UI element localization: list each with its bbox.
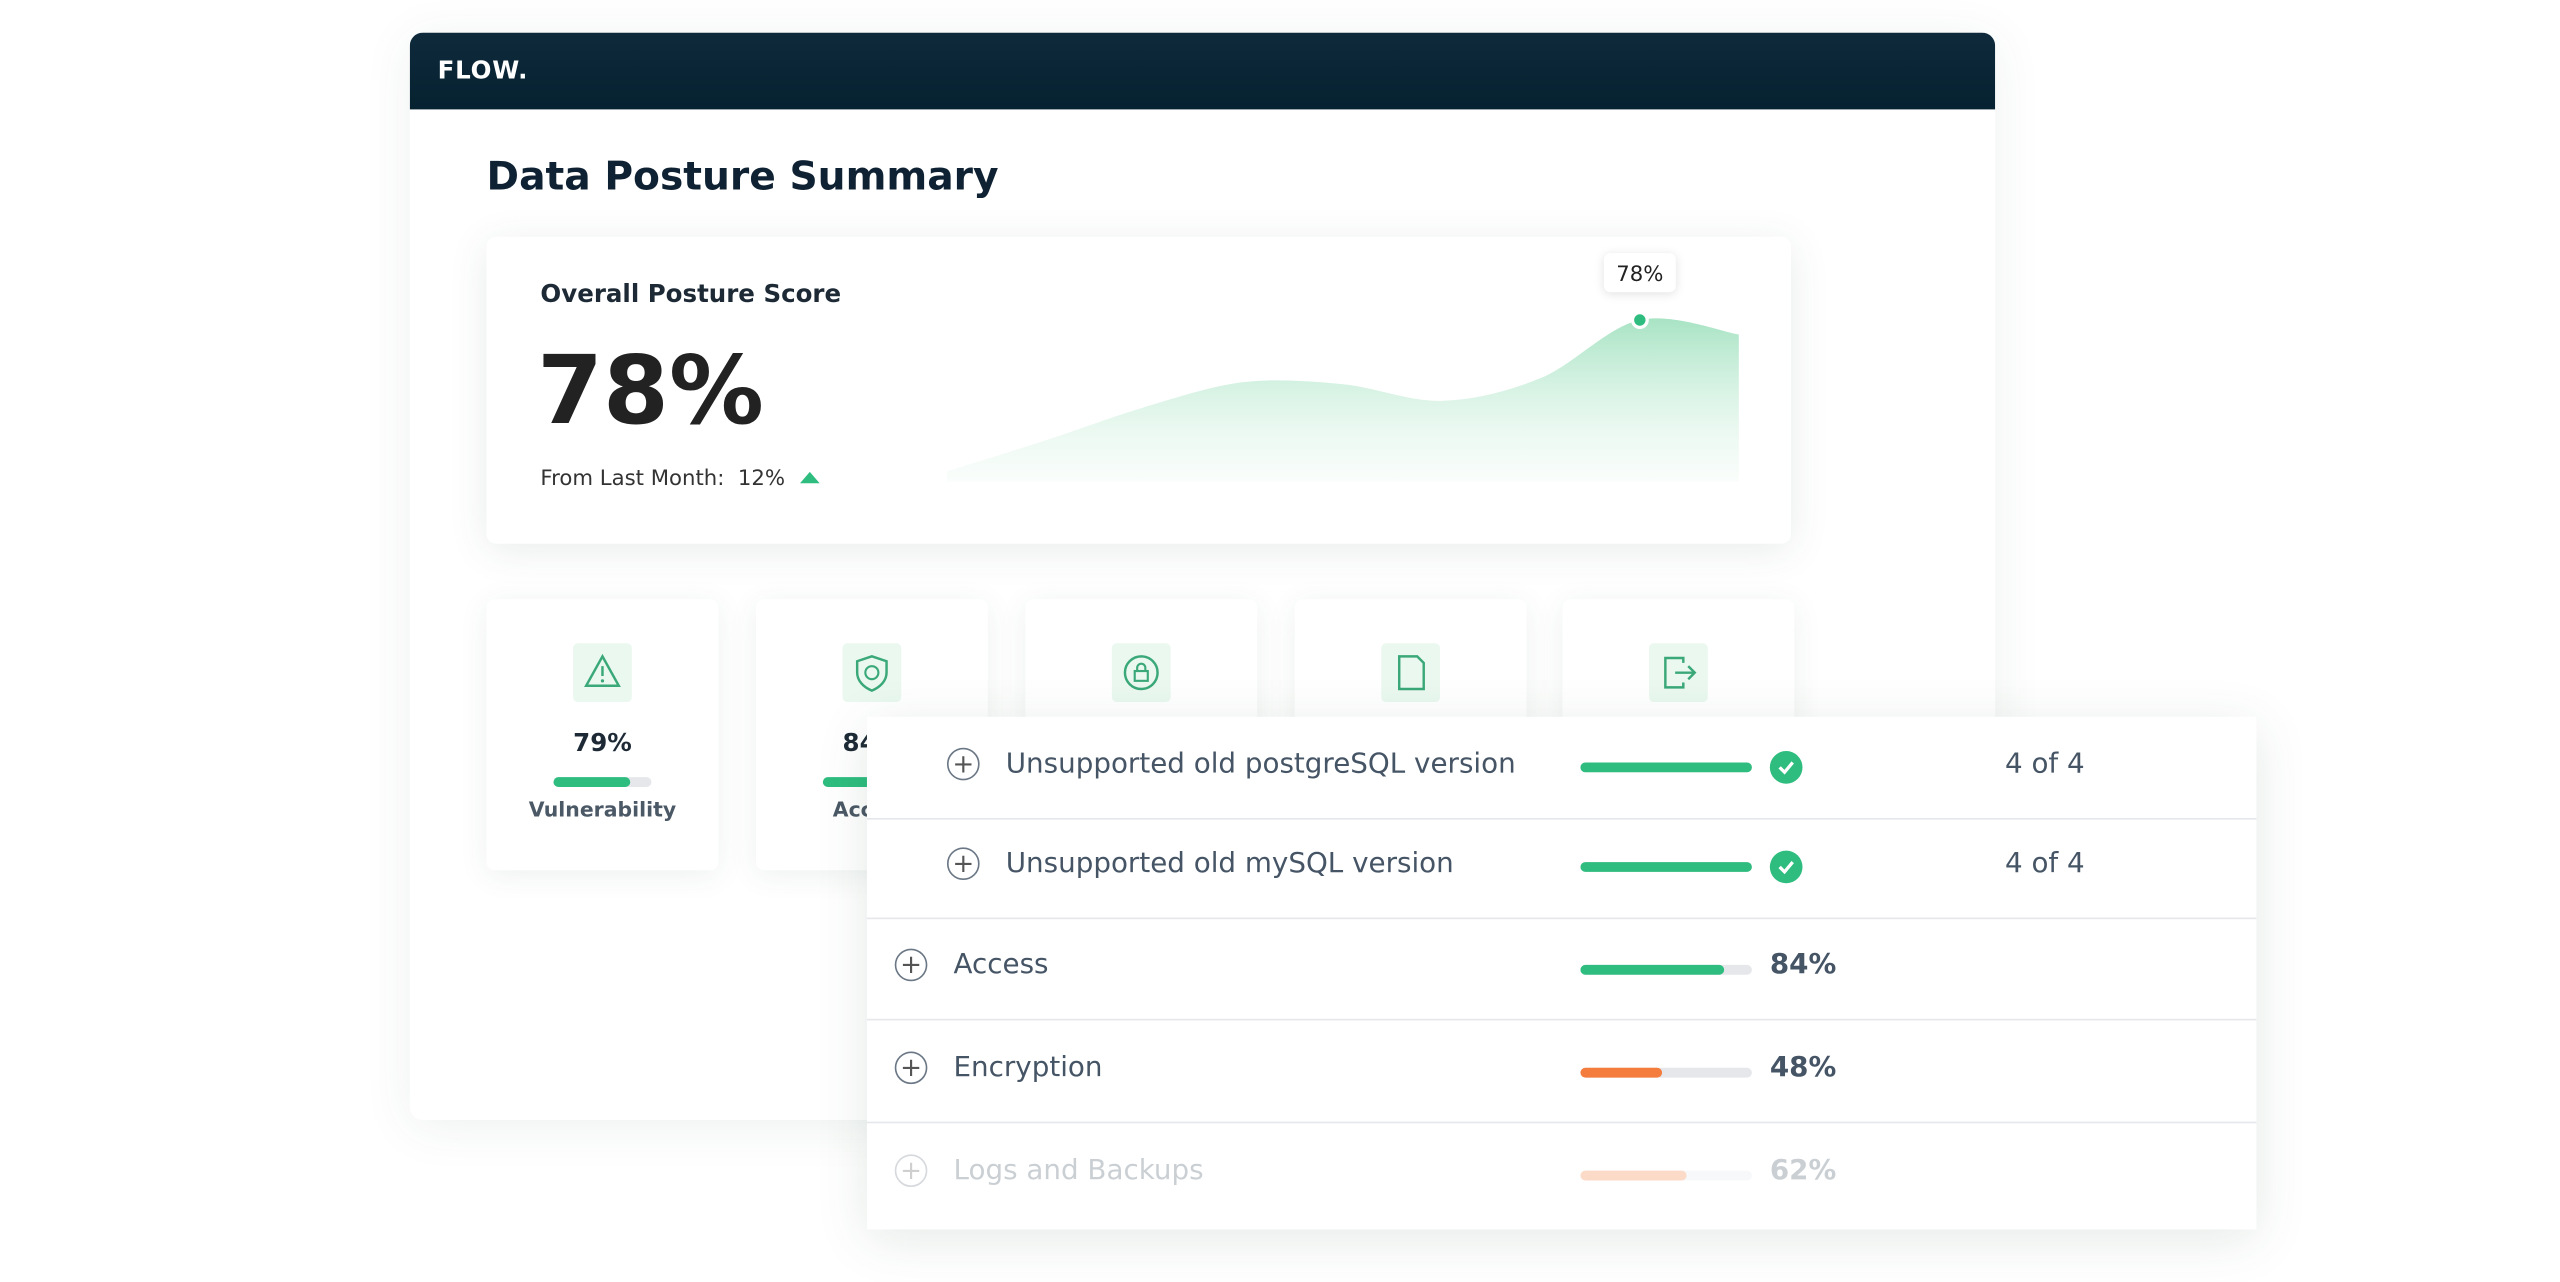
checks-table: + Unsupported old postgreSQL version 4 of … — [866, 716, 2257, 1230]
score-value: 78% — [537, 334, 764, 446]
progress-track — [1580, 862, 1752, 872]
expand-button[interactable]: + — [894, 1051, 928, 1085]
progress-bar — [1580, 964, 1725, 975]
page-title: Data Posture Summary — [486, 153, 999, 200]
score-card: Overall Posture Score 78% From Last Mont… — [486, 236, 1792, 544]
logo[interactable]: FLOW. — [437, 55, 529, 85]
row-label: Unsupported old postgreSQL version — [1005, 747, 1516, 781]
change-value: 12% — [737, 466, 786, 492]
row-label: Logs and Backups — [953, 1154, 1204, 1187]
row: + Access 84% — [866, 918, 2257, 1021]
row-status: 4 of 4 — [2004, 747, 2085, 781]
progress-bar — [1580, 1067, 1663, 1078]
row: + Logs and Backups 62% — [867, 1123, 2256, 1224]
icon-glyph — [1123, 655, 1159, 691]
row-label: Unsupported old mySQL version — [1005, 847, 1454, 881]
check-glyph — [1778, 761, 1794, 775]
progress-track — [1580, 1170, 1752, 1181]
sparkline: 78% — [946, 253, 1739, 482]
row-value: 62% — [1769, 1154, 1837, 1187]
sparkline-area — [946, 318, 1739, 482]
expand-button[interactable]: + — [894, 948, 928, 982]
progress-track — [1580, 964, 1752, 975]
peak-label-bg — [1603, 253, 1676, 293]
row-label: Access — [953, 948, 1049, 982]
progress-bar — [1580, 762, 1752, 773]
row-value: 84% — [1769, 948, 1837, 982]
metric-bar — [822, 777, 906, 787]
metric-icon — [842, 643, 902, 703]
progress-bar — [1580, 1170, 1687, 1181]
change-label: From Last Month: — [540, 466, 725, 492]
expand-button[interactable]: + — [946, 847, 980, 881]
metric-icon — [1649, 643, 1708, 703]
progress-track — [1580, 762, 1752, 773]
icon-glyph — [1664, 656, 1697, 689]
change-line: From Last Month: 12% — [540, 467, 821, 491]
check-icon — [1769, 751, 1803, 784]
row-label: Encryption — [953, 1051, 1103, 1085]
metric-value: 79% — [573, 728, 632, 758]
progress-bar — [1580, 862, 1752, 872]
icon-glyph — [584, 653, 621, 687]
expand-button[interactable]: + — [946, 747, 980, 781]
row-status: 4 of 4 — [2004, 847, 2085, 881]
peak-label: 78% — [1616, 262, 1663, 287]
check-glyph — [1778, 861, 1794, 875]
row-value: 48% — [1769, 1051, 1837, 1085]
icon-glyph — [1397, 655, 1425, 691]
metric-bar — [553, 777, 631, 787]
expand-button[interactable]: + — [894, 1154, 928, 1187]
metric-icon — [1111, 643, 1171, 703]
metric-icon — [1381, 643, 1441, 703]
metric-icon — [573, 643, 632, 703]
metric-label: Vulnerability — [528, 796, 677, 822]
sub-row: + Unsupported old mySQL version 4 of 4 — [866, 816, 2257, 920]
up-arrow — [800, 471, 820, 484]
score-title: Overall Posture Score — [540, 279, 842, 309]
metric-card: 79% Vulnerability — [486, 599, 719, 871]
peak-dot — [1630, 311, 1649, 329]
header-bar: FLOW. — [409, 32, 1996, 110]
metric-bar-track — [553, 777, 652, 787]
progress-track — [1580, 1067, 1752, 1078]
icon-glyph — [855, 655, 888, 692]
row: + Encryption 48% — [866, 1020, 2257, 1124]
sub-row: + Unsupported old postgreSQL version 4 of … — [866, 717, 2257, 820]
check-icon — [1769, 850, 1803, 884]
